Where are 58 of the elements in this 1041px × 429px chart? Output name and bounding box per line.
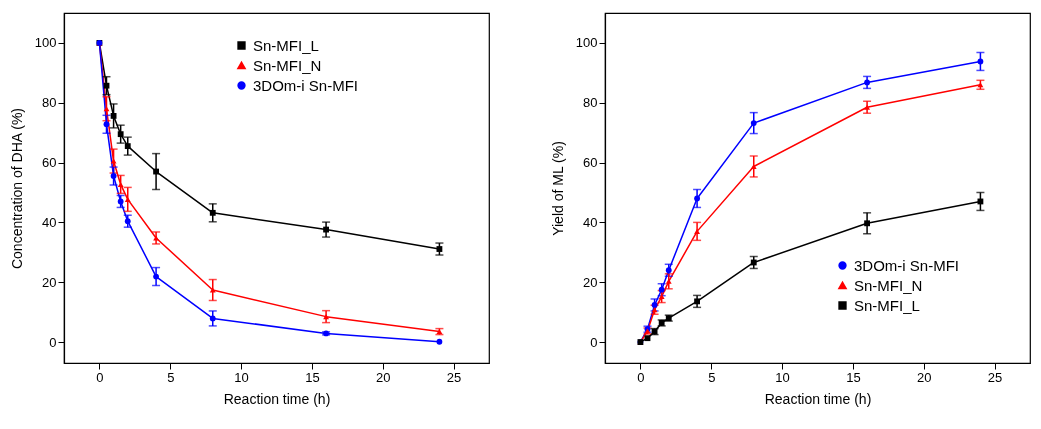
legend-label: Sn-MFI_L <box>253 36 319 54</box>
point <box>117 181 124 187</box>
x-tick-label: 25 <box>987 369 1003 385</box>
point <box>864 79 870 86</box>
point <box>694 298 700 305</box>
point <box>124 143 131 150</box>
point <box>209 209 216 216</box>
y-tick-label: 100 <box>34 35 57 51</box>
y-tick-label: 0 <box>49 334 57 350</box>
point <box>694 195 700 202</box>
point <box>117 198 124 205</box>
point <box>110 173 117 179</box>
y-tick-label: 40 <box>583 214 598 230</box>
point <box>209 315 216 322</box>
x-axis-title: Reaction time (h) <box>223 390 331 407</box>
point <box>864 104 870 110</box>
legend-label: Sn-MFI_L <box>854 296 920 314</box>
x-tick-label: 20 <box>376 369 391 385</box>
y-axis-title: Concentration of DHA (%) <box>8 107 25 270</box>
point <box>117 131 124 138</box>
point <box>124 196 131 202</box>
legend-label: 3DOm-i Sn-MFI <box>854 256 959 274</box>
point <box>436 338 443 345</box>
x-tick-label: 25 <box>446 369 462 385</box>
point <box>103 121 110 128</box>
y-axis-title: Yield of ML (%) <box>549 141 566 236</box>
point <box>977 58 984 65</box>
point <box>153 273 159 280</box>
y-tick-label: 60 <box>583 155 598 171</box>
x-tick-label: 15 <box>846 369 861 385</box>
x-tick-label: 0 <box>637 369 645 385</box>
point <box>110 158 117 164</box>
point <box>124 218 131 225</box>
x-tick-label: 10 <box>775 369 790 385</box>
y-tick-label: 60 <box>42 155 57 171</box>
x-tick-label: 15 <box>305 369 320 385</box>
y-tick-label: 100 <box>575 35 598 51</box>
y-tick-label: 0 <box>590 334 598 350</box>
legend-label: Sn-MFI_N <box>253 56 322 74</box>
x-axis-title: Reaction time (h) <box>764 390 872 407</box>
point <box>750 163 757 169</box>
point <box>864 220 870 227</box>
x-tick-label: 20 <box>917 369 932 385</box>
x-tick-label: 10 <box>234 369 249 385</box>
y-tick-label: 80 <box>583 95 598 111</box>
point <box>750 120 757 126</box>
point <box>665 267 672 274</box>
legend-label: 3DOm-i Sn-MFI <box>253 76 358 94</box>
y-tick-label: 20 <box>583 274 598 290</box>
point <box>694 228 700 234</box>
legend-label: Sn-MFI_N <box>854 276 923 294</box>
point <box>209 287 216 293</box>
x-tick-label: 0 <box>96 369 104 385</box>
x-tick-label: 5 <box>708 369 716 385</box>
x-tick-label: 5 <box>167 369 175 385</box>
y-tick-label: 40 <box>42 214 57 230</box>
y-tick-label: 20 <box>42 274 57 290</box>
y-tick-label: 80 <box>42 95 57 111</box>
